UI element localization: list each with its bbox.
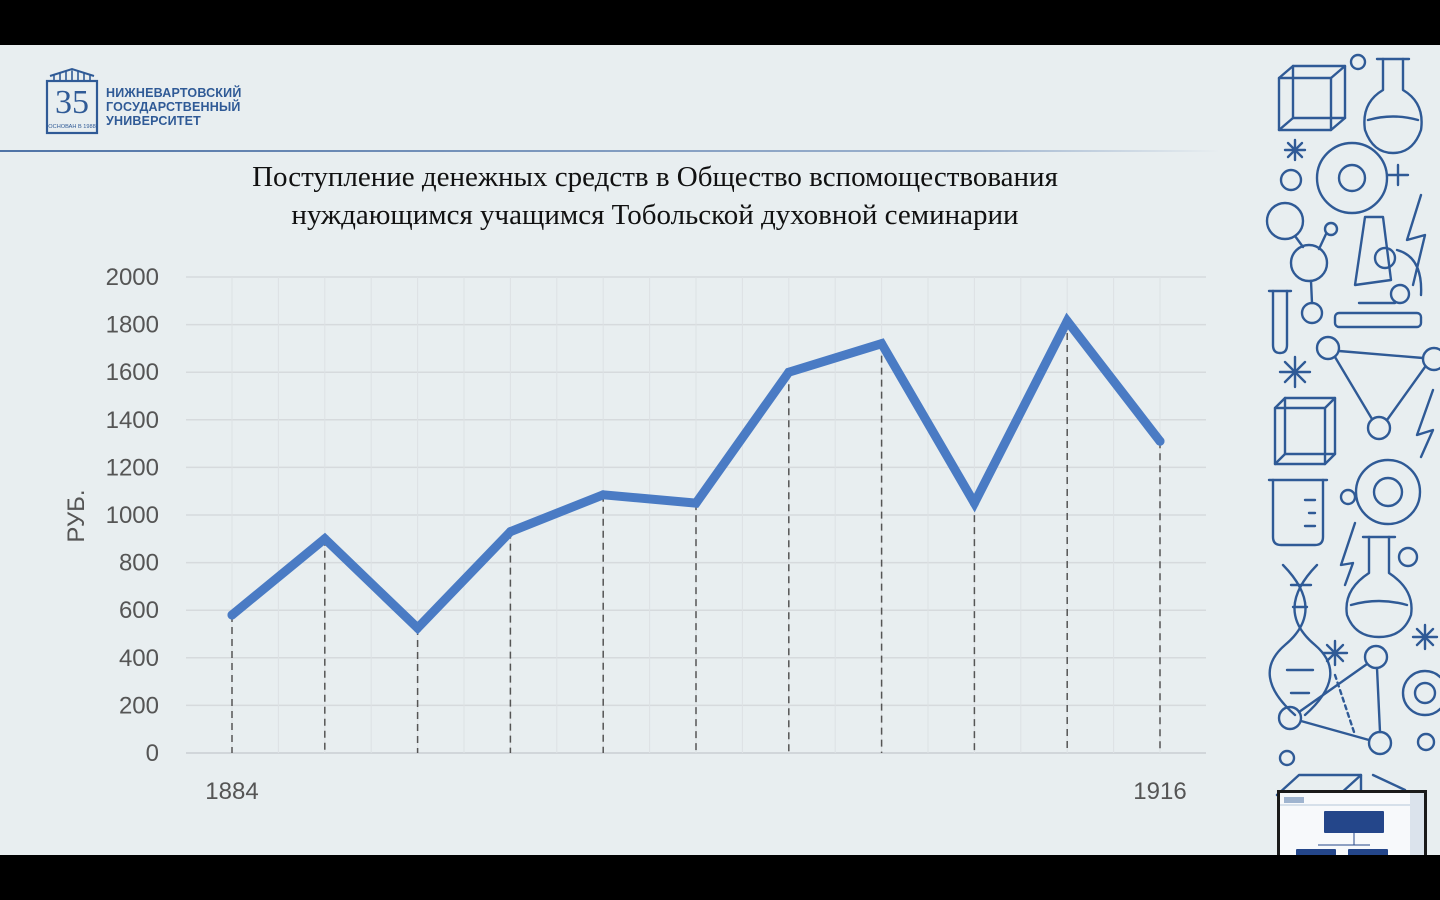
- data-point: [320, 534, 330, 544]
- university-logo: 35 ОСНОВАН В 1988 НИЖНЕВАРТОВСКИЙ ГОСУДА…: [44, 67, 274, 139]
- data-point: [969, 498, 979, 508]
- y-axis-label: РУБ.: [63, 489, 90, 542]
- line-chart: 0 200 400 600 800 1000 1200 1400 1600 1800 2000 РУБ…: [63, 264, 1206, 805]
- university-name-line-1: НИЖНЕВАРТОВСКИЙ: [106, 86, 242, 100]
- y-tick-label: 200: [119, 692, 159, 719]
- y-tick-label: 400: [119, 645, 159, 672]
- top-letterbox: [0, 0, 1440, 45]
- chart-title-line-1: Поступление денежных средств в Общество …: [252, 161, 1058, 193]
- dna-icon: [1268, 563, 1332, 717]
- cube-icon-2: [1273, 396, 1337, 466]
- university-emblem-icon: 35 ОСНОВАН В 1988: [45, 67, 99, 135]
- y-tick-label: 2000: [106, 264, 159, 291]
- data-point: [413, 623, 423, 633]
- network-icon: [1277, 644, 1393, 756]
- microscope-icon: [1333, 215, 1423, 329]
- y-tick-label: 1200: [106, 454, 159, 481]
- y-tick-label: 1400: [106, 407, 159, 434]
- next-slide-thumbnail[interactable]: [1277, 790, 1427, 855]
- university-name: НИЖНЕВАРТОВСКИЙ ГОСУДАРСТВЕННЫЙ УНИВЕРСИ…: [106, 86, 242, 128]
- data-point: [227, 610, 237, 620]
- flask-icon: [1363, 57, 1423, 155]
- x-tick-label: 1884: [205, 778, 258, 805]
- beaker-icon: [1267, 478, 1329, 547]
- logo-badge-number: 35: [55, 84, 89, 121]
- flask-icon-2: [1345, 535, 1413, 639]
- x-tick-label: 1916: [1133, 778, 1186, 805]
- y-tick-label: 600: [119, 597, 159, 624]
- data-point: [784, 367, 794, 377]
- gear-icon: [1401, 669, 1440, 717]
- data-point: [1062, 316, 1072, 326]
- y-tick-label: 1800: [106, 312, 159, 339]
- bottom-letterbox: [0, 855, 1440, 900]
- y-tick-label: 1600: [106, 359, 159, 386]
- university-name-line-2: ГОСУДАРСТВЕННЫЙ: [106, 100, 241, 114]
- y-tick-label: 1000: [106, 502, 159, 529]
- header-divider: [0, 150, 1220, 152]
- molecule-icon: [1315, 335, 1440, 441]
- chart-title-line-2: нуждающимся учащимся Тобольской духовной…: [291, 199, 1019, 231]
- university-name-line-3: УНИВЕРСИТЕТ: [106, 114, 201, 128]
- y-tick-label: 0: [146, 740, 159, 767]
- data-point: [505, 527, 515, 537]
- thumbnail-preview: [1280, 793, 1424, 855]
- chart-title: Поступление денежных средств в Общество …: [190, 158, 1120, 234]
- data-point: [691, 498, 701, 508]
- slide: 35 ОСНОВАН В 1988 НИЖНЕВАРТОВСКИЙ ГОСУДА…: [0, 45, 1440, 855]
- science-doodle-panel: [1265, 53, 1440, 827]
- sparkle-icon: [1283, 138, 1307, 162]
- data-point: [877, 339, 887, 349]
- y-tick-label: 800: [119, 550, 159, 577]
- data-point: [1155, 436, 1165, 446]
- data-point: [598, 490, 608, 500]
- logo-badge-caption: ОСНОВАН В 1988: [48, 124, 95, 130]
- cube-icon: [1277, 64, 1347, 132]
